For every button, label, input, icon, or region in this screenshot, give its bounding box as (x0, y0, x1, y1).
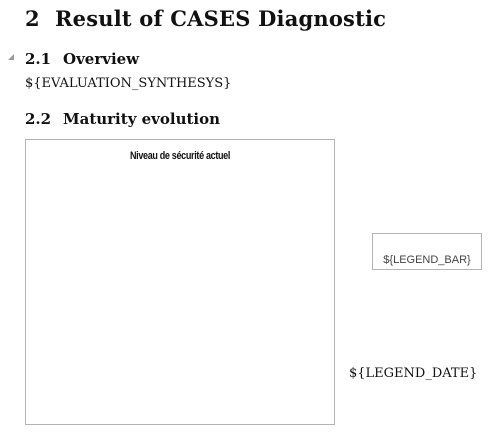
chart-title: Niveau de sécurité actuel (54, 150, 307, 162)
heading-maturity-evolution: 2.2 Maturity evolution (25, 110, 220, 128)
maturity-number: 2.2 (25, 110, 63, 128)
legend-bar-placeholder: ${LEGEND_BAR} (373, 254, 481, 266)
legend-bar-box[interactable]: ${LEGEND_BAR} (372, 233, 482, 270)
heading-overview: 2.1 Overview (25, 50, 139, 68)
overview-number: 2.1 (25, 50, 63, 68)
evaluation-synthesis-placeholder: ${EVALUATION_SYNTHESYS} (25, 76, 231, 91)
maturity-title: Maturity evolution (63, 110, 220, 128)
heading-number: 2 (25, 6, 55, 31)
collapse-triangle-icon[interactable] (8, 54, 14, 60)
heading-title: Result of CASES Diagnostic (55, 6, 386, 31)
overview-title: Overview (63, 50, 139, 68)
heading-result-cases-diagnostic: 2 Result of CASES Diagnostic (25, 6, 386, 31)
chart-frame[interactable]: Niveau de sécurité actuel (25, 139, 335, 425)
legend-date-placeholder: ${LEGEND_DATE} (349, 366, 477, 381)
